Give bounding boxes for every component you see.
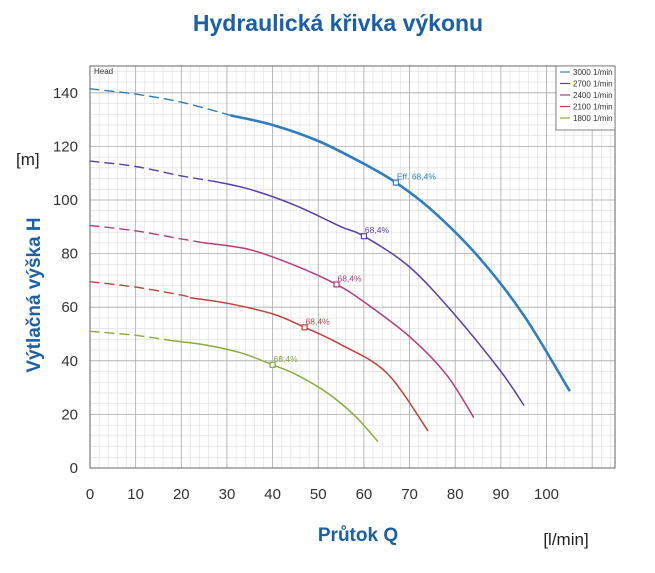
- legend-entry: 3000 1/min: [573, 68, 613, 77]
- efficiency-point: [269, 361, 276, 368]
- series-line-dashed: [89, 281, 192, 299]
- legend-items: 3000 1/min 2700 1/min 2400 1/min 2100 1/min…: [560, 68, 613, 123]
- minor-grid: [90, 66, 615, 468]
- y-tick-label: 100: [53, 192, 78, 209]
- plot-label: Head: [94, 67, 113, 76]
- x-axis-ticks: 0 10 20 30 40 50 60 70 80 90 100: [86, 486, 559, 503]
- x-tick-label: 100: [534, 486, 559, 503]
- x-tick-label: 50: [310, 486, 327, 503]
- y-tick-label: 20: [61, 406, 78, 423]
- y-tick-label: 60: [61, 299, 78, 316]
- y-axis-ticks: 0 20 40 60 80 100 120 140: [53, 85, 78, 477]
- plot-area: Eff. 68,4% 68,4% 68,4% 68,4% 68,4%: [89, 65, 616, 469]
- chart-title: Hydraulická křivka výkonu: [193, 10, 483, 36]
- series-line: [171, 339, 379, 442]
- legend-entry: 1800 1/min: [573, 114, 613, 123]
- x-tick-label: 70: [401, 486, 418, 503]
- plot-background: [90, 66, 615, 468]
- series-line-dashed: [89, 330, 173, 342]
- legend-entry: 2700 1/min: [573, 80, 613, 89]
- x-tick-label: 90: [493, 486, 510, 503]
- y-tick-label: 40: [61, 353, 78, 370]
- efficiency-point: [360, 233, 368, 240]
- legend-entry: 2400 1/min: [573, 91, 613, 100]
- efficiency-label: Eff. 68,4%: [397, 172, 437, 182]
- series-line: [203, 242, 475, 418]
- y-tick-label: 80: [61, 246, 78, 263]
- legend-box: [555, 65, 616, 131]
- efficiency-label: 68,4%: [338, 273, 363, 283]
- efficiency-label: 68,4%: [306, 316, 331, 326]
- series-line-dashed: [89, 160, 214, 182]
- efficiency-point: [333, 281, 340, 288]
- x-axis-unit: [l/min]: [543, 530, 588, 549]
- series-line: [230, 114, 571, 392]
- y-tick-label: 140: [53, 85, 78, 102]
- efficiency-point: [392, 179, 399, 186]
- legend: 3000 1/min 2700 1/min 2400 1/min 2100 1/min…: [555, 65, 616, 131]
- efficiency-label: 68,4%: [274, 354, 299, 364]
- x-tick-label: 40: [264, 486, 281, 503]
- series-line-dashed: [89, 224, 205, 244]
- x-tick-label: 20: [173, 486, 190, 503]
- y-axis-title: Výtlačná výška H: [24, 217, 45, 372]
- efficiency-label: 68,4%: [365, 225, 390, 235]
- y-tick-label: 120: [53, 138, 78, 155]
- y-axis-unit: [m]: [16, 150, 40, 169]
- x-tick-label: 30: [219, 486, 236, 503]
- x-tick-label: 80: [447, 486, 464, 503]
- legend-entry: 2100 1/min: [573, 103, 613, 112]
- efficiency-point: [301, 324, 308, 331]
- x-tick-label: 60: [356, 486, 373, 503]
- efficiency-markers: Eff. 68,4% 68,4% 68,4% 68,4% 68,4%: [269, 172, 437, 368]
- x-axis-title: Průtok Q: [318, 525, 398, 546]
- x-tick-label: 10: [127, 486, 144, 503]
- series-line-dashed: [89, 88, 233, 117]
- plot-border: [89, 65, 616, 469]
- y-tick-label: 0: [70, 460, 78, 477]
- x-tick-label: 0: [86, 486, 94, 503]
